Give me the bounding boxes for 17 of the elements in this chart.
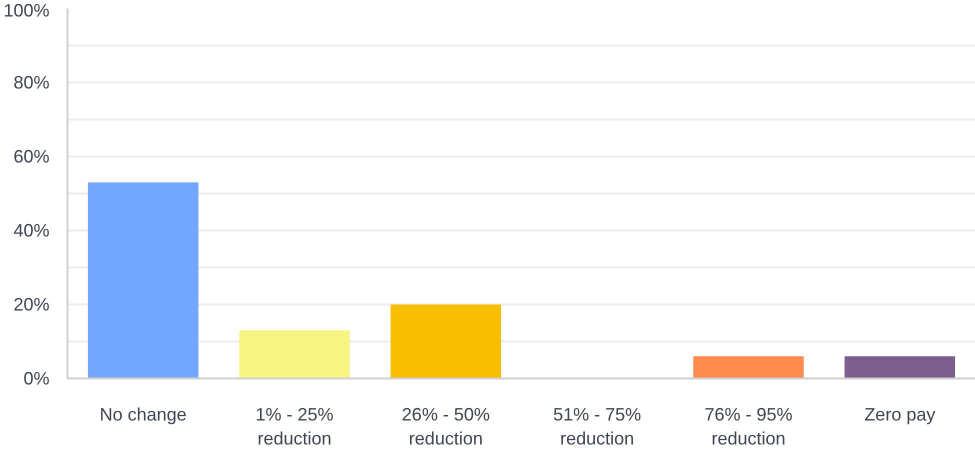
bar <box>390 304 502 378</box>
x-tick-label: 1% - 25% reduction <box>255 404 334 448</box>
x-tick-label: 26% - 50% reduction <box>402 404 490 448</box>
x-tick-label: 51% - 75% reduction <box>553 404 642 448</box>
y-tick-label: 80% <box>13 72 50 92</box>
bar <box>693 356 804 378</box>
y-tick-label: 40% <box>13 220 50 240</box>
bar <box>88 182 198 378</box>
y-tick-label: 100% <box>3 0 50 20</box>
bar <box>844 356 956 378</box>
x-tick-label: Zero pay <box>864 404 936 424</box>
y-tick-label: 60% <box>13 146 50 166</box>
y-tick-label: 0% <box>23 368 50 388</box>
x-tick-label: 76% - 95% reduction <box>704 404 793 448</box>
y-tick-label: 20% <box>13 294 50 314</box>
bar <box>239 330 350 378</box>
x-tick-label: No change <box>100 404 187 424</box>
